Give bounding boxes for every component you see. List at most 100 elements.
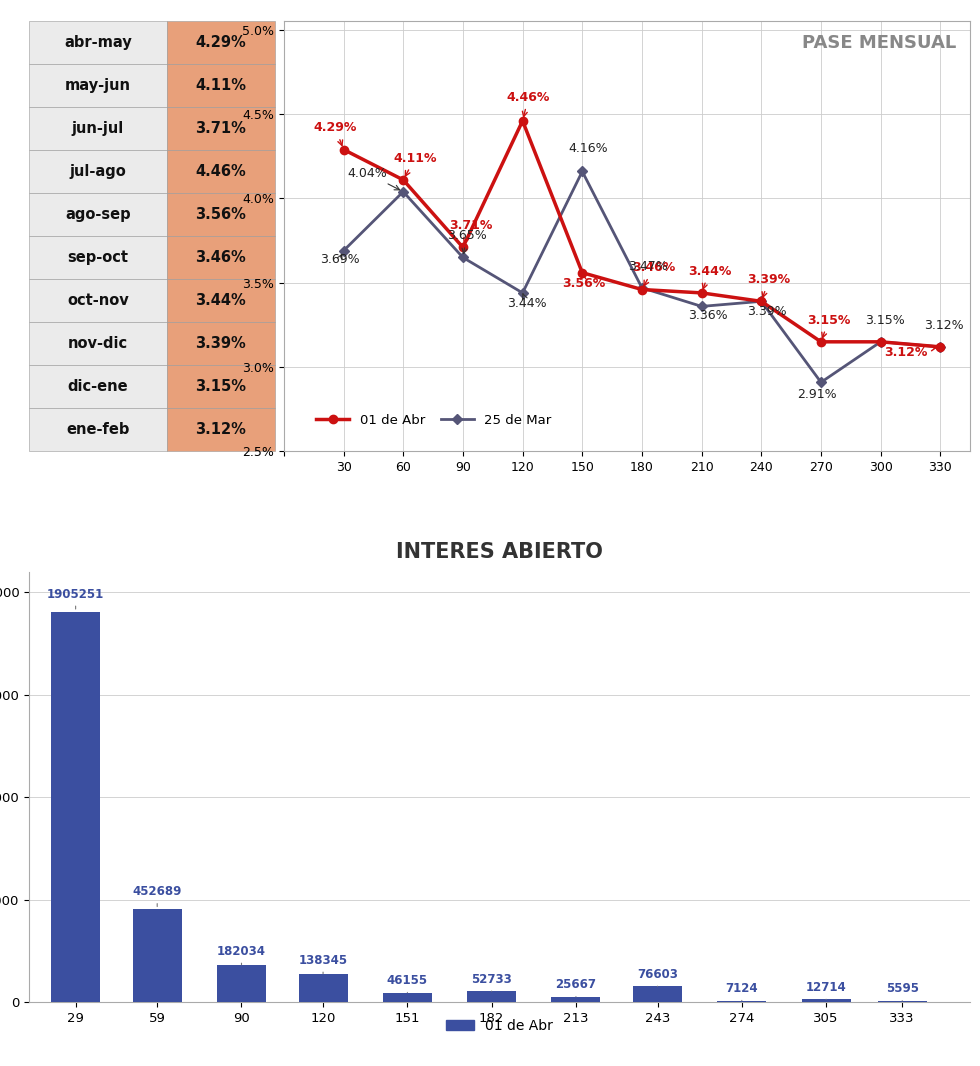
Bar <box>132 909 181 1002</box>
Text: jun-jul: jun-jul <box>72 122 124 136</box>
Bar <box>51 612 100 1002</box>
Bar <box>167 108 274 150</box>
Text: jul-ago: jul-ago <box>70 164 126 179</box>
Text: nov-dic: nov-dic <box>68 337 128 352</box>
Text: 3.69%: 3.69% <box>319 253 360 265</box>
Text: 76603: 76603 <box>637 968 678 986</box>
Bar <box>167 237 274 279</box>
Text: 3.15%: 3.15% <box>864 313 905 326</box>
Text: 4.46%: 4.46% <box>195 164 246 179</box>
Title: INTERES ABIERTO: INTERES ABIERTO <box>396 542 604 562</box>
Text: 3.15%: 3.15% <box>195 379 246 394</box>
Text: sep-oct: sep-oct <box>68 251 128 265</box>
Legend: 01 de Abr, 25 de Mar: 01 de Abr, 25 de Mar <box>311 408 557 432</box>
Text: 3.44%: 3.44% <box>507 294 546 310</box>
25 de Mar <box>696 300 708 312</box>
Bar <box>383 992 432 1002</box>
Text: 4.11%: 4.11% <box>393 151 437 176</box>
01 de Abr <box>636 284 648 296</box>
25 de Mar <box>457 252 468 264</box>
01 de Abr <box>756 295 767 308</box>
Text: dic-ene: dic-ene <box>68 379 128 394</box>
Text: 4.29%: 4.29% <box>314 122 357 145</box>
Text: 12714: 12714 <box>806 981 847 1000</box>
Text: 4.16%: 4.16% <box>568 142 608 155</box>
Text: ene-feb: ene-feb <box>67 422 129 437</box>
Bar <box>167 366 274 408</box>
Bar <box>802 1000 851 1002</box>
Bar <box>29 408 167 452</box>
25 de Mar <box>576 165 588 178</box>
Bar <box>29 193 167 237</box>
Text: 52733: 52733 <box>471 972 512 991</box>
Bar <box>167 408 274 452</box>
Text: 3.46%: 3.46% <box>632 261 675 286</box>
Text: 4.29%: 4.29% <box>195 35 246 50</box>
Text: 182034: 182034 <box>217 944 266 965</box>
25 de Mar <box>815 376 827 389</box>
Bar <box>167 64 274 108</box>
Text: 4.11%: 4.11% <box>195 78 246 94</box>
Bar <box>29 237 167 279</box>
Text: 2.91%: 2.91% <box>797 388 837 401</box>
Text: 3.44%: 3.44% <box>688 264 731 289</box>
Bar <box>167 279 274 322</box>
Text: 3.71%: 3.71% <box>195 122 246 136</box>
Text: 25667: 25667 <box>556 978 597 997</box>
Bar <box>29 322 167 366</box>
Bar <box>167 193 274 237</box>
Text: 138345: 138345 <box>299 953 348 973</box>
Text: 3.47%: 3.47% <box>628 260 667 273</box>
Bar <box>467 991 516 1002</box>
Text: 3.39%: 3.39% <box>748 273 791 297</box>
Text: 3.12%: 3.12% <box>885 345 936 358</box>
Bar <box>633 986 682 1002</box>
Bar <box>878 1001 927 1002</box>
25 de Mar <box>397 185 409 198</box>
Bar <box>29 64 167 108</box>
Bar <box>167 322 274 366</box>
01 de Abr <box>875 336 887 349</box>
Text: 3.56%: 3.56% <box>563 274 606 290</box>
Text: 3.12%: 3.12% <box>924 319 964 332</box>
25 de Mar <box>935 340 947 353</box>
Bar <box>167 21 274 64</box>
Bar <box>29 366 167 408</box>
Line: 01 de Abr: 01 de Abr <box>339 116 945 351</box>
Text: 452689: 452689 <box>132 885 182 906</box>
Text: abr-may: abr-may <box>64 35 132 50</box>
25 de Mar <box>338 244 350 257</box>
Text: 3.44%: 3.44% <box>195 293 246 308</box>
25 de Mar <box>756 295 767 308</box>
Legend: 01 de Abr: 01 de Abr <box>441 1013 559 1038</box>
Bar <box>29 279 167 322</box>
Bar <box>29 150 167 193</box>
Text: 3.46%: 3.46% <box>195 251 246 265</box>
Text: 46155: 46155 <box>387 974 428 992</box>
Text: 3.65%: 3.65% <box>447 229 487 254</box>
Text: ago-sep: ago-sep <box>66 208 131 223</box>
25 de Mar <box>516 287 528 300</box>
Text: 3.56%: 3.56% <box>195 208 246 223</box>
Bar <box>299 973 348 1002</box>
Line: 25 de Mar: 25 de Mar <box>340 168 944 386</box>
Bar <box>29 21 167 64</box>
Text: 3.36%: 3.36% <box>688 308 727 322</box>
Text: PASE MENSUAL: PASE MENSUAL <box>803 34 956 52</box>
01 de Abr <box>397 174 409 187</box>
Text: 3.39%: 3.39% <box>195 337 246 352</box>
Text: 3.39%: 3.39% <box>748 305 787 319</box>
25 de Mar <box>875 336 887 349</box>
Bar <box>552 997 601 1002</box>
Text: 4.04%: 4.04% <box>348 167 400 190</box>
01 de Abr <box>815 336 827 349</box>
01 de Abr <box>576 266 588 279</box>
Text: 4.46%: 4.46% <box>507 91 550 116</box>
01 de Abr <box>516 114 528 127</box>
Bar <box>167 150 274 193</box>
Text: 3.15%: 3.15% <box>808 313 851 338</box>
Text: 1905251: 1905251 <box>47 587 104 609</box>
Bar <box>217 965 266 1002</box>
Bar <box>717 1001 766 1002</box>
Text: 3.71%: 3.71% <box>449 220 492 243</box>
